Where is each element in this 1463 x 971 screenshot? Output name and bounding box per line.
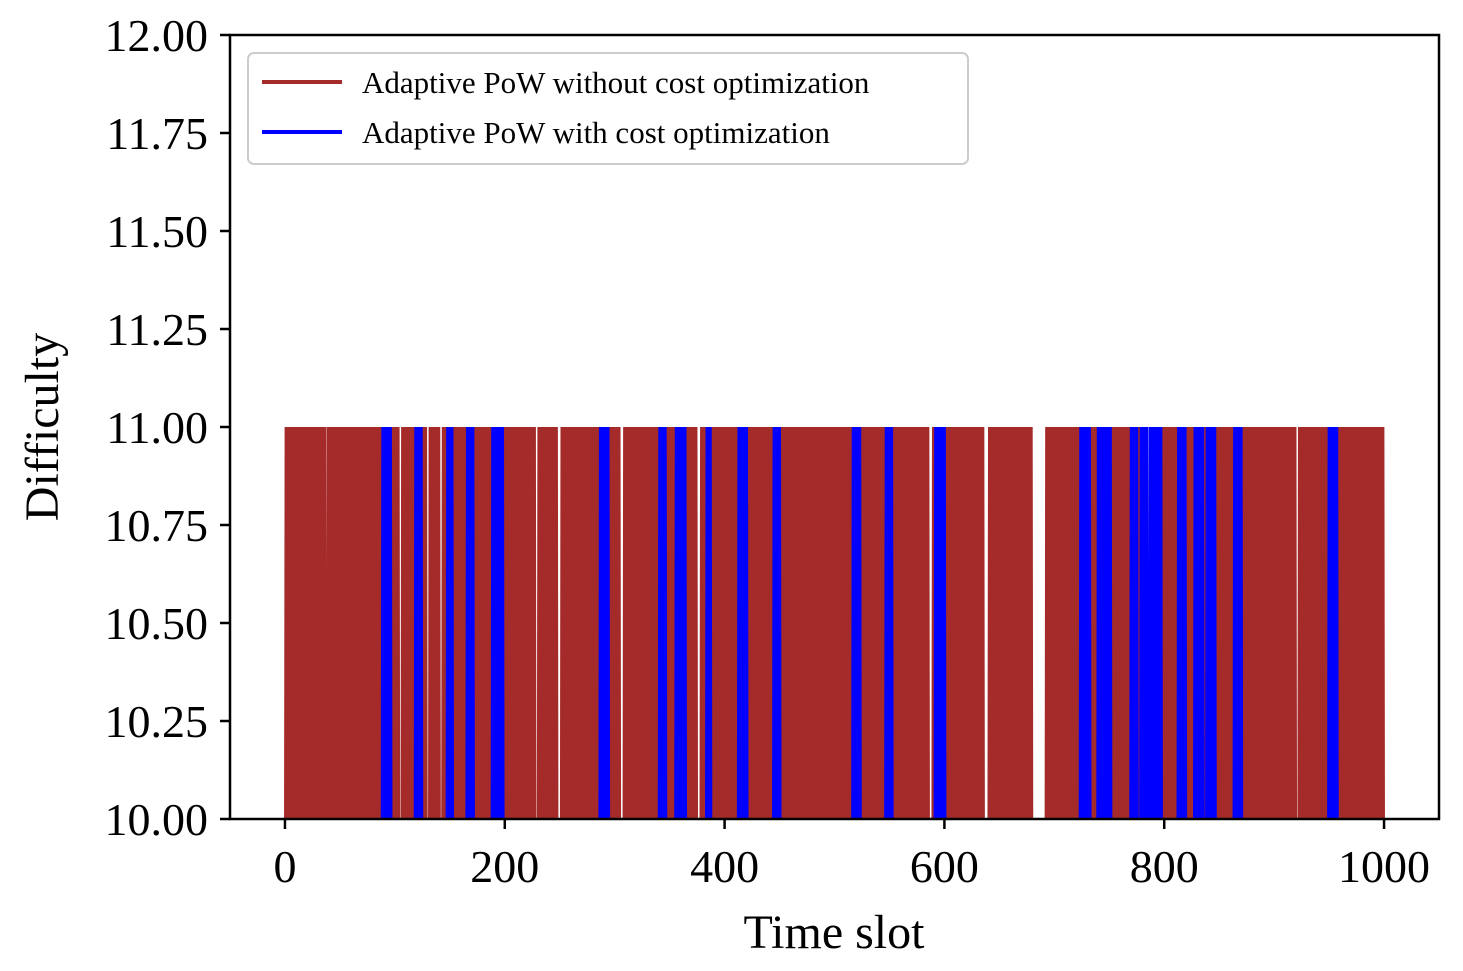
y-tick-label: 12.00 bbox=[105, 10, 209, 61]
x-tick-label: 0 bbox=[273, 841, 296, 892]
y-axis-label: Difficulty bbox=[16, 333, 69, 521]
x-tick-label: 600 bbox=[910, 841, 979, 892]
x-tick-label: 400 bbox=[690, 841, 759, 892]
y-tick-label: 10.75 bbox=[105, 500, 209, 551]
legend-box bbox=[247, 52, 969, 165]
legend: Adaptive PoW without cost optimization A… bbox=[247, 52, 969, 165]
legend-label-without-cost-optimization: Adaptive PoW without cost optimization bbox=[362, 65, 870, 100]
x-axis: 0 200 400 600 800 1000 bbox=[273, 819, 1430, 892]
x-tick-label: 800 bbox=[1130, 841, 1199, 892]
y-tick-label: 11.75 bbox=[106, 108, 208, 159]
y-tick-label: 11.50 bbox=[106, 206, 208, 257]
y-axis: 10.00 10.25 10.50 10.75 11.00 11.25 11.50 11.75… bbox=[105, 10, 230, 845]
series-layer bbox=[284, 426, 1385, 820]
y-tick-label: 11.00 bbox=[106, 402, 208, 453]
y-tick-label: 10.50 bbox=[105, 598, 209, 649]
y-tick-label: 10.00 bbox=[105, 794, 209, 845]
x-tick-label: 200 bbox=[470, 841, 539, 892]
legend-label-with-cost-optimization: Adaptive PoW with cost optimization bbox=[362, 115, 830, 150]
x-axis-label: Time slot bbox=[744, 906, 926, 959]
x-tick-label: 1000 bbox=[1338, 841, 1430, 892]
y-tick-label: 10.25 bbox=[105, 696, 209, 747]
y-tick-label: 11.25 bbox=[106, 304, 208, 355]
